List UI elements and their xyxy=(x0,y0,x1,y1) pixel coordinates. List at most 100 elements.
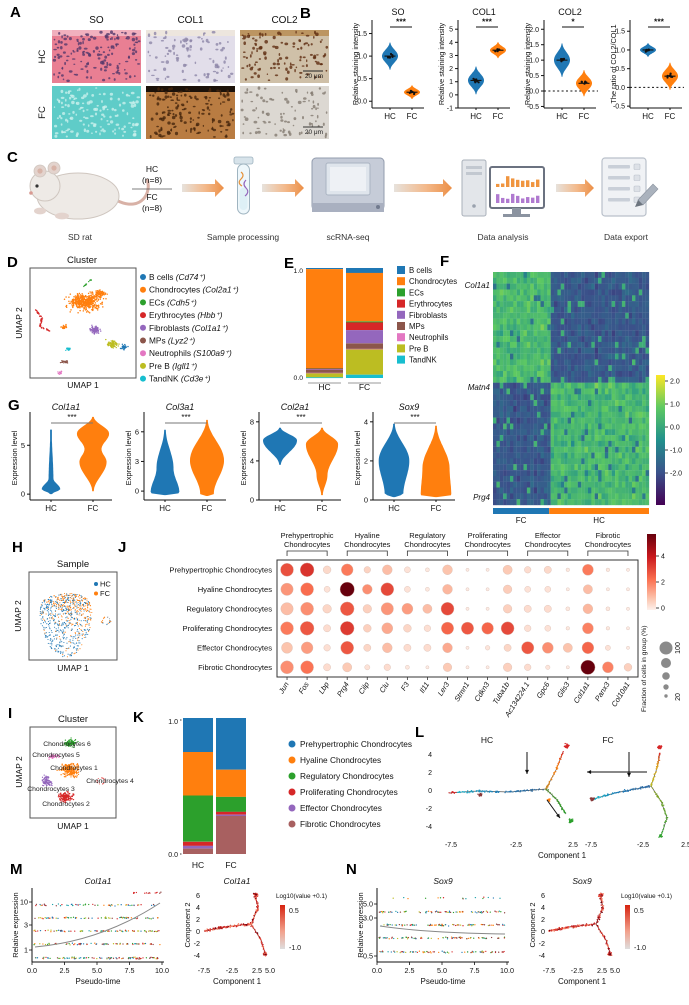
heatmap-cell xyxy=(510,376,514,383)
tissue-speck xyxy=(254,61,258,63)
heatmap-cell xyxy=(581,475,585,482)
tissue-speck xyxy=(314,30,316,35)
heatmap-cell xyxy=(554,493,558,500)
tissue-speck xyxy=(299,59,302,62)
cell-point xyxy=(71,594,73,596)
heatmap-cell xyxy=(530,283,534,290)
heatmap-cell xyxy=(581,353,585,360)
heatmap-cell xyxy=(537,382,541,389)
y-tick-label: 0.0 xyxy=(294,375,304,382)
mini-bar xyxy=(536,179,540,187)
heatmap-cell xyxy=(628,347,633,354)
tissue-speck xyxy=(128,55,130,59)
heatmap-cell xyxy=(516,440,521,447)
heatmap-cell xyxy=(513,382,517,389)
cell-point xyxy=(61,607,63,609)
heatmap-cell xyxy=(567,382,572,389)
heatmap-cell xyxy=(560,400,565,407)
heatmap-cell xyxy=(635,464,639,471)
heatmap-cell xyxy=(601,470,606,477)
cell-point xyxy=(102,298,105,300)
cell-point xyxy=(77,294,80,296)
heatmap-cell xyxy=(493,394,497,401)
heatmap-cell xyxy=(537,406,541,412)
heatmap-cell xyxy=(540,371,545,377)
heatmap-cell xyxy=(560,301,565,308)
heatmap-cell xyxy=(635,306,639,313)
tissue-speck xyxy=(150,117,154,121)
heatmap-cell xyxy=(588,289,592,296)
cell-point xyxy=(84,309,87,311)
tissue-speck xyxy=(226,89,229,94)
cell-point xyxy=(74,612,76,614)
tissue-speck xyxy=(312,100,315,104)
cell-point xyxy=(60,639,62,641)
heatmap-cell xyxy=(642,272,646,278)
heatmap-cell xyxy=(632,464,636,471)
heatmap-cell xyxy=(628,493,633,500)
tissue-speck xyxy=(211,30,216,34)
heatmap-cell xyxy=(625,487,629,494)
cell-point xyxy=(78,608,80,611)
heatmap-cell xyxy=(571,470,575,477)
heatmap-cell xyxy=(510,435,514,442)
heatmap-cell xyxy=(567,277,572,284)
heatmap-cell xyxy=(537,440,541,447)
cell-point xyxy=(56,601,58,603)
tissue-speck xyxy=(289,62,292,66)
plot-title: Col2a1 xyxy=(281,402,310,412)
heatmap-cell xyxy=(554,301,558,308)
tissue-speck xyxy=(203,73,206,77)
heatmap-cell xyxy=(574,406,578,412)
heatmap-cell xyxy=(628,353,633,360)
heatmap-cell xyxy=(533,295,538,302)
tissue-speck xyxy=(54,132,59,135)
heatmap-cell xyxy=(537,388,541,395)
cell-point xyxy=(118,343,120,345)
cell-point xyxy=(57,371,59,373)
heatmap-cell xyxy=(574,318,578,325)
cell-point xyxy=(56,769,58,772)
tissue-speck xyxy=(221,101,226,103)
heatmap-cell xyxy=(526,277,531,284)
heatmap-cell xyxy=(499,330,504,337)
heatmap-cell xyxy=(584,464,589,471)
heatmap-cell xyxy=(496,277,500,284)
heatmap-cell xyxy=(608,440,612,447)
cell-point xyxy=(73,766,75,768)
tissue-speck xyxy=(92,50,95,53)
heatmap-cell xyxy=(611,464,616,471)
heatmap-cell xyxy=(523,272,528,278)
heatmap-cell xyxy=(594,312,599,319)
heatmap-cell xyxy=(510,464,514,471)
tissue-speck xyxy=(293,117,297,121)
heatmap-cell xyxy=(520,440,524,447)
heatmap-cell xyxy=(598,371,602,377)
rect xyxy=(608,176,630,180)
heatmap-cell xyxy=(537,341,541,348)
circle xyxy=(376,205,380,209)
tissue-speck xyxy=(295,88,298,93)
cell-point xyxy=(39,323,41,325)
tissue-speck xyxy=(189,96,193,100)
heatmap-cell xyxy=(642,347,646,354)
heatmap-cell xyxy=(604,499,609,506)
heatmap-cell xyxy=(547,371,551,377)
heatmap-cell xyxy=(520,493,524,500)
cell-point xyxy=(65,607,67,609)
heatmap-cell xyxy=(577,470,582,477)
heatmap-cell xyxy=(611,353,616,360)
cell-point xyxy=(45,635,47,638)
heatmap-cell xyxy=(543,272,548,278)
heatmap-cell xyxy=(621,295,626,302)
heatmap-cell xyxy=(615,306,619,313)
heatmap-cell xyxy=(628,452,633,459)
tissue-speck xyxy=(68,37,72,41)
cell-point xyxy=(68,349,70,351)
heatmap-cell xyxy=(567,347,572,354)
rect xyxy=(633,163,641,170)
cell-point xyxy=(69,348,71,350)
tissue-speck xyxy=(291,64,295,66)
tissue-speck xyxy=(185,129,187,132)
